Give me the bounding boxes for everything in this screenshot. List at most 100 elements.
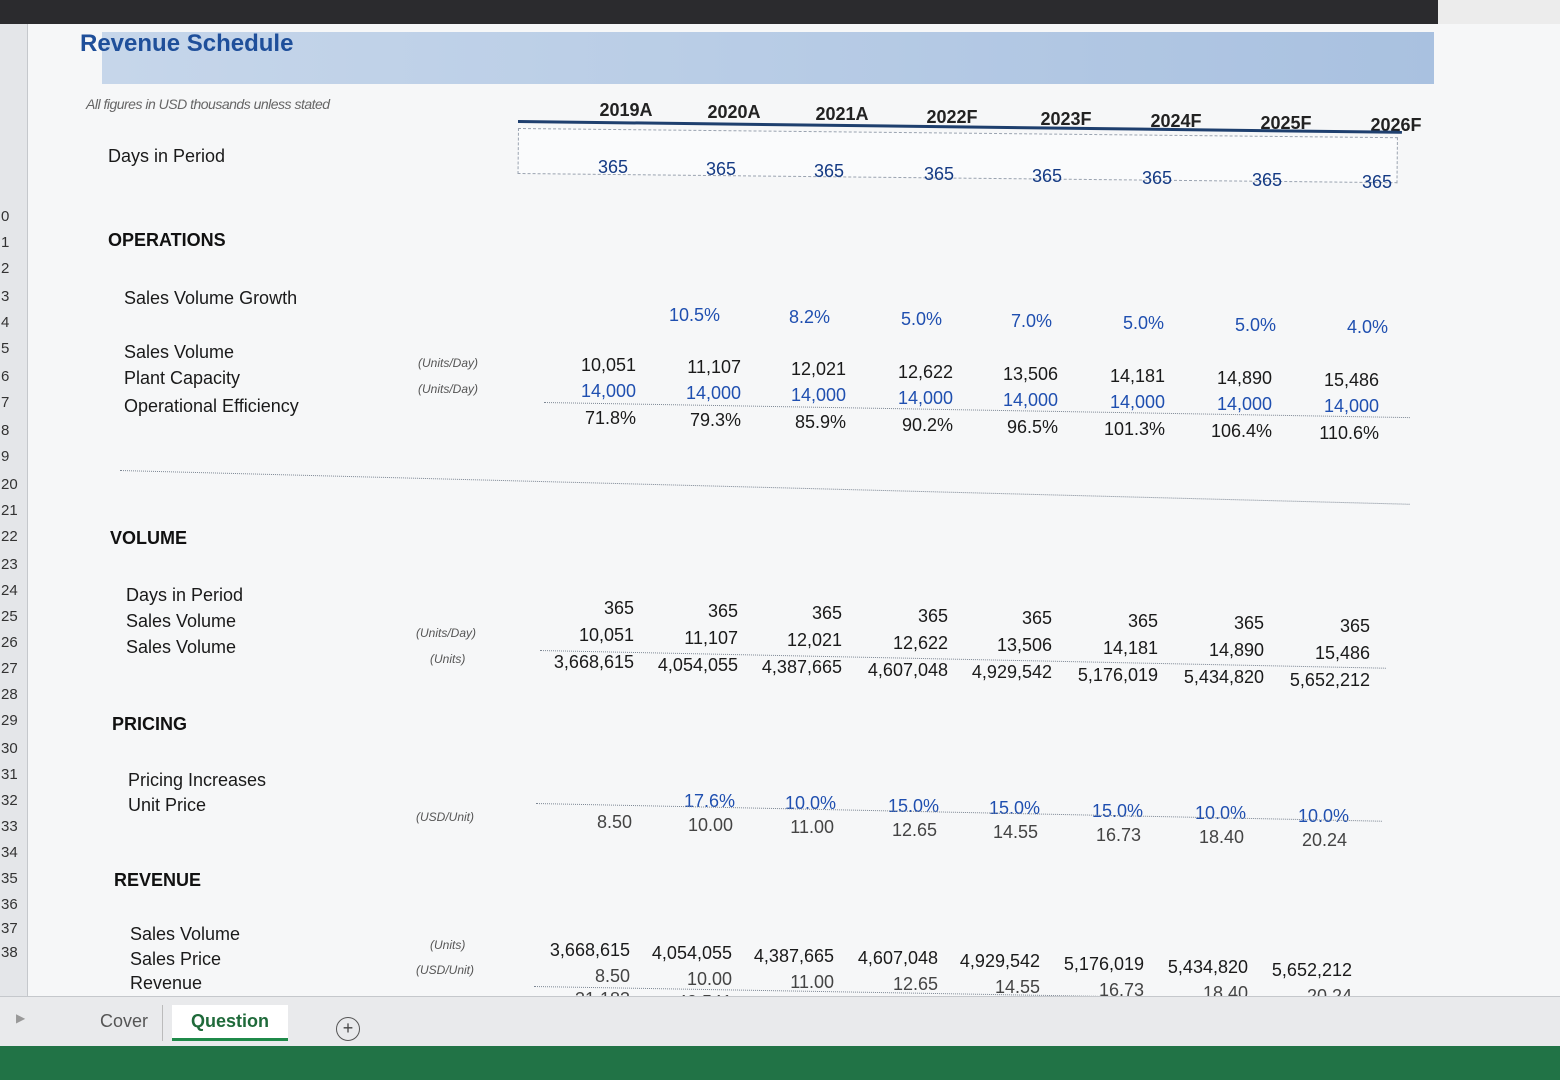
- row-number[interactable]: 7: [1, 394, 10, 411]
- volume-sales-volume-day-cell[interactable]: 15,486: [1314, 642, 1370, 663]
- volume-sales-volume-day-cell[interactable]: 12,021: [786, 630, 842, 650]
- volume-sales-volume-day-cell[interactable]: 14,890: [1208, 640, 1264, 660]
- sales-volume-cell[interactable]: 12,021: [790, 359, 846, 380]
- spreadsheet-grid[interactable]: [28, 24, 1560, 996]
- operational-efficiency-cell[interactable]: 106.4%: [1210, 421, 1272, 442]
- operational-efficiency-cell[interactable]: 110.6%: [1319, 423, 1379, 444]
- plant-capacity-cell[interactable]: 14,000: [897, 387, 953, 408]
- plant-capacity-unit[interactable]: (Units/Day): [418, 382, 479, 396]
- year-header[interactable]: 2021A: [815, 104, 869, 125]
- unit-price-cell[interactable]: 10.00: [687, 814, 733, 835]
- sales-volume-growth-cell[interactable]: 5.0%: [1234, 315, 1276, 335]
- row-number[interactable]: 31: [1, 766, 18, 783]
- row-number[interactable]: 5: [1, 340, 10, 357]
- sales-volume-growth-cell[interactable]: 8.2%: [788, 307, 830, 327]
- days-in-period-label[interactable]: Days in Period: [108, 146, 226, 166]
- operations-section-title[interactable]: OPERATIONS: [108, 230, 226, 250]
- operational-efficiency-cell[interactable]: 71.8%: [584, 408, 636, 428]
- unit-price-cell[interactable]: 12.65: [891, 819, 937, 840]
- row-number[interactable]: 35: [1, 870, 18, 887]
- row-number[interactable]: 36: [1, 896, 18, 913]
- row-number[interactable]: 8: [1, 422, 10, 439]
- year-header[interactable]: 2020A: [707, 102, 761, 123]
- plant-capacity-cell[interactable]: 14,000: [1323, 396, 1379, 417]
- tab-cover[interactable]: Cover: [86, 1005, 164, 1041]
- days-in-period-cell[interactable]: 365: [1141, 168, 1172, 188]
- revenue-sales-volume-cell[interactable]: 5,176,019: [1063, 954, 1144, 974]
- row-number[interactable]: 37: [1, 920, 18, 937]
- volume-sales-volume-day-cell[interactable]: 12,622: [892, 632, 948, 653]
- sales-volume-growth-cell[interactable]: 7.0%: [1010, 311, 1052, 331]
- pricing-increases-cell[interactable]: 10.0%: [1297, 805, 1349, 826]
- volume-sales-volume-day-label[interactable]: Sales Volume: [126, 611, 237, 631]
- revenue-sales-price-cell[interactable]: 8.50: [594, 966, 630, 986]
- row-number[interactable]: 3: [1, 288, 10, 305]
- volume-sales-volume-units-cell[interactable]: 4,929,542: [971, 662, 1052, 682]
- operational-efficiency-label[interactable]: Operational Efficiency: [124, 396, 299, 416]
- row-number[interactable]: 22: [1, 528, 18, 545]
- row-number[interactable]: 33: [1, 818, 18, 835]
- revenue-sales-volume-cell[interactable]: 4,387,665: [753, 945, 834, 966]
- sales-volume-unit[interactable]: (Units/Day): [418, 356, 479, 370]
- operational-efficiency-cell[interactable]: 101.3%: [1103, 419, 1165, 439]
- volume-sales-volume-day-cell[interactable]: 10,051: [578, 625, 634, 645]
- volume-days-cell[interactable]: 365: [811, 603, 842, 623]
- volume-sales-volume-units-cell[interactable]: 4,387,665: [761, 657, 842, 677]
- plant-capacity-cell[interactable]: 14,000: [1109, 392, 1165, 412]
- revenue-sales-price-cell[interactable]: 14.55: [994, 977, 1040, 998]
- tab-question[interactable]: Question: [172, 1005, 288, 1041]
- plant-capacity-label[interactable]: Plant Capacity: [124, 368, 241, 388]
- sales-volume-growth-cell[interactable]: 5.0%: [900, 309, 942, 329]
- sales-volume-growth-label[interactable]: Sales Volume Growth: [124, 288, 298, 308]
- revenue-sales-volume-label[interactable]: Sales Volume: [130, 924, 241, 944]
- row-number[interactable]: 0: [1, 208, 10, 225]
- row-number[interactable]: 25: [1, 608, 18, 625]
- volume-sales-volume-units-cell[interactable]: 4,607,048: [867, 659, 948, 680]
- row-number[interactable]: 6: [1, 368, 10, 385]
- revenue-sales-volume-cell[interactable]: 3,668,615: [549, 940, 630, 960]
- revenue-sales-price-unit[interactable]: (USD/Unit): [416, 963, 475, 977]
- days-in-period-cell[interactable]: 365: [1251, 170, 1282, 191]
- year-header[interactable]: 2024F: [1150, 111, 1202, 131]
- unit-price-cell[interactable]: 11.00: [790, 817, 834, 837]
- volume-sales-volume-units-cell[interactable]: 5,176,019: [1077, 664, 1158, 685]
- revenue-sales-volume-cell[interactable]: 4,607,048: [857, 948, 938, 969]
- plant-capacity-cell[interactable]: 14,000: [685, 383, 741, 404]
- revenue-label[interactable]: Revenue: [130, 973, 203, 993]
- row-number[interactable]: 4: [1, 314, 10, 331]
- sales-volume-growth-cell[interactable]: 5.0%: [1122, 313, 1164, 333]
- revenue-sales-volume-cell[interactable]: 5,652,212: [1271, 959, 1352, 980]
- sales-volume-cell[interactable]: 14,890: [1216, 368, 1272, 389]
- pricing-increases-label[interactable]: Pricing Increases: [128, 770, 267, 790]
- days-in-period-cell[interactable]: 365: [1361, 172, 1392, 193]
- volume-days-cell[interactable]: 365: [603, 598, 634, 618]
- pricing-increases-cell[interactable]: 15.0%: [887, 795, 939, 816]
- row-number[interactable]: 2: [1, 260, 10, 277]
- tab-scroll-left-icon[interactable]: ▶: [16, 1011, 26, 1025]
- sales-volume-cell[interactable]: 12,622: [897, 361, 953, 382]
- unit-price-cell[interactable]: 16.73: [1095, 824, 1141, 845]
- plant-capacity-cell[interactable]: 14,000: [790, 385, 846, 406]
- unit-price-cell[interactable]: 18.40: [1198, 827, 1244, 847]
- operational-efficiency-cell[interactable]: 96.5%: [1006, 416, 1058, 437]
- revenue-section-title[interactable]: REVENUE: [114, 870, 202, 890]
- volume-sales-volume-day-cell[interactable]: 14,181: [1102, 637, 1158, 658]
- pricing-section-title[interactable]: PRICING: [112, 714, 188, 734]
- sales-volume-growth-cell[interactable]: 10.5%: [668, 305, 720, 325]
- sales-volume-cell[interactable]: 15,486: [1323, 370, 1379, 391]
- operational-efficiency-cell[interactable]: 90.2%: [901, 414, 953, 435]
- pricing-increases-cell[interactable]: 10.0%: [1194, 803, 1246, 823]
- row-number[interactable]: 30: [1, 740, 18, 757]
- plant-capacity-cell[interactable]: 14,000: [1216, 394, 1272, 415]
- revenue-sales-volume-cell[interactable]: 4,929,542: [959, 951, 1040, 972]
- volume-sales-volume-units-cell[interactable]: 5,434,820: [1183, 667, 1264, 687]
- year-header[interactable]: 2022F: [926, 106, 978, 127]
- volume-sales-volume-day-cell[interactable]: 11,107: [684, 627, 738, 648]
- pricing-increases-cell[interactable]: 15.0%: [988, 798, 1040, 818]
- pricing-increases-cell[interactable]: 17.6%: [683, 790, 735, 811]
- volume-sales-volume-day-cell[interactable]: 13,506: [996, 635, 1052, 655]
- days-in-period-cell[interactable]: 365: [923, 163, 954, 184]
- unit-price-unit[interactable]: (USD/Unit): [416, 810, 475, 824]
- unit-price-label[interactable]: Unit Price: [128, 795, 207, 815]
- volume-days-cell[interactable]: 365: [1021, 608, 1052, 628]
